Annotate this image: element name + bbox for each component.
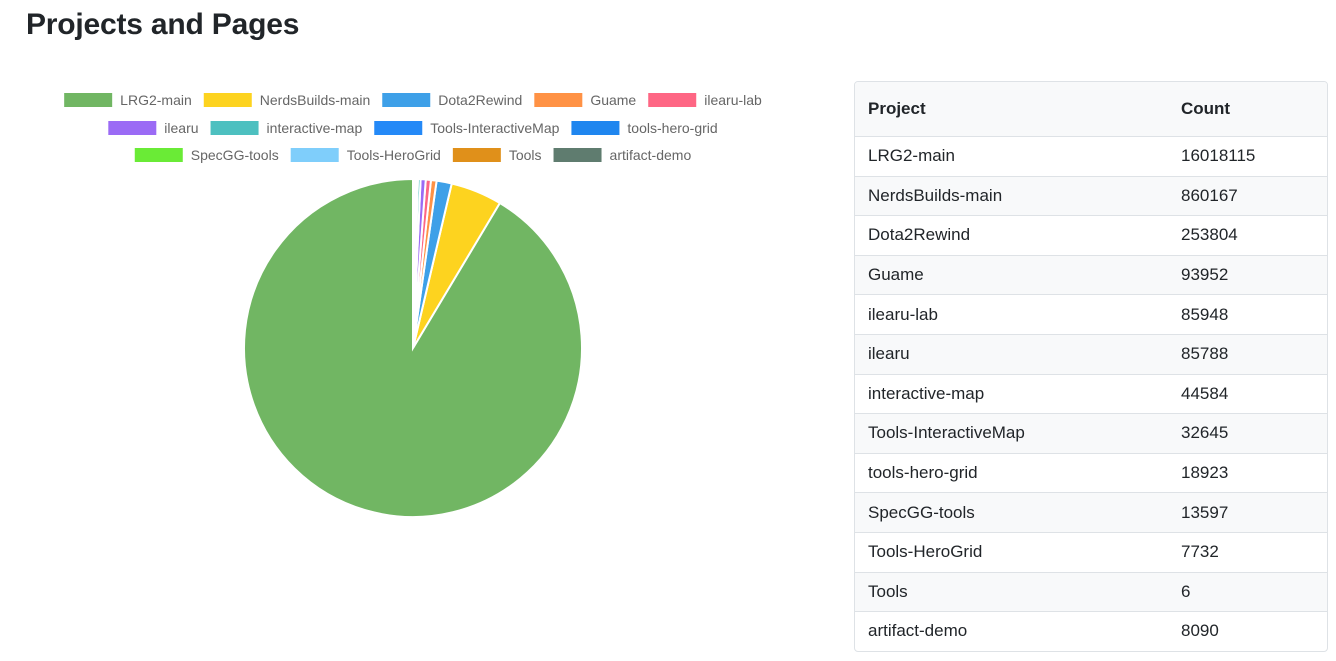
legend-label: Tools-InteractiveMap <box>430 120 559 136</box>
table-row: Tools-HeroGrid 7732 <box>855 532 1327 573</box>
table-row: LRG2-main 16018115 <box>855 136 1327 177</box>
legend-swatch <box>534 93 583 107</box>
legend-item-tools-interactivemap[interactable]: Tools-InteractiveMap <box>374 120 560 136</box>
table-header-row: Project Count <box>855 82 1327 137</box>
project-cell: Guame <box>855 255 1168 296</box>
legend-item-lrg2-main[interactable]: LRG2-main <box>64 92 192 108</box>
legend-swatch <box>553 148 602 162</box>
legend-label: NerdsBuilds-main <box>260 92 370 108</box>
table-row: ilearu-lab 85948 <box>855 294 1327 335</box>
legend-label: LRG2-main <box>120 92 192 108</box>
chart-legend: LRG2-main NerdsBuilds-main Dota2Rewind Guam… <box>64 92 762 163</box>
count-cell: 16018115 <box>1168 136 1327 177</box>
legend-label: Guame <box>590 92 636 108</box>
count-cell: 18923 <box>1168 453 1327 494</box>
project-cell: SpecGG-tools <box>855 492 1168 533</box>
table-row: Tools-InteractiveMap 32645 <box>855 413 1327 454</box>
project-cell: NerdsBuilds-main <box>855 176 1168 217</box>
projects-table-card: Project Count LRG2-main 16018115 NerdsBui… <box>854 81 1328 652</box>
legend-swatch <box>203 93 252 107</box>
legend-swatch <box>290 148 339 162</box>
count-cell: 6 <box>1168 572 1327 613</box>
count-cell: 85948 <box>1168 294 1327 335</box>
table-row: ilearu 85788 <box>855 334 1327 375</box>
legend-item-specgg-tools[interactable]: SpecGG-tools <box>134 147 279 163</box>
legend-label: ilearu <box>164 120 198 136</box>
legend-item-ilearu[interactable]: ilearu <box>108 120 199 136</box>
legend-swatch <box>134 148 183 162</box>
legend-label: SpecGG-tools <box>191 147 279 163</box>
project-cell: ilearu-lab <box>855 294 1168 335</box>
header-count: Count <box>1168 82 1327 137</box>
legend-label: ilearu-lab <box>704 92 762 108</box>
count-cell: 253804 <box>1168 215 1327 256</box>
legend-label: Dota2Rewind <box>438 92 522 108</box>
legend-label: Tools-HeroGrid <box>347 147 441 163</box>
legend-label: Tools <box>509 147 542 163</box>
header-project: Project <box>855 82 1168 137</box>
count-cell: 13597 <box>1168 492 1327 533</box>
legend-swatch <box>64 93 113 107</box>
legend-item-guame[interactable]: Guame <box>534 92 636 108</box>
legend-label: tools-hero-grid <box>627 120 717 136</box>
legend-item-dota2rewind[interactable]: Dota2Rewind <box>382 92 522 108</box>
table-row: SpecGG-tools 13597 <box>855 492 1327 533</box>
legend-swatch <box>452 148 501 162</box>
project-cell: Tools-HeroGrid <box>855 532 1168 573</box>
legend-swatch <box>374 121 423 135</box>
table-row: NerdsBuilds-main 860167 <box>855 176 1327 217</box>
count-cell: 44584 <box>1168 374 1327 415</box>
pie-chart-svg: LRG2-main NerdsBuilds-main Dota2Rewind Guam… <box>64 92 762 518</box>
count-cell: 32645 <box>1168 413 1327 454</box>
project-cell: artifact-demo <box>868 621 968 641</box>
project-cell: tools-hero-grid <box>855 453 1168 494</box>
legend-item-ilearu-lab[interactable]: ilearu-lab <box>648 92 762 108</box>
project-cell: Dota2Rewind <box>855 215 1168 256</box>
page-title: Projects and Pages <box>26 8 300 41</box>
legend-item-tools-hero-grid[interactable]: tools-hero-grid <box>571 120 718 136</box>
pie-chart: LRG2-main NerdsBuilds-main Dota2Rewind Guam… <box>0 80 830 530</box>
project-cell: LRG2-main <box>855 136 1168 177</box>
table-row: Guame 93952 <box>855 255 1327 296</box>
legend-label: interactive-map <box>267 120 363 136</box>
pie-slices <box>243 177 583 518</box>
count-cell: 8090 <box>1181 621 1219 641</box>
project-cell: ilearu <box>855 334 1168 375</box>
table-row: tools-hero-grid 18923 <box>855 453 1327 494</box>
legend-item-artifact-demo[interactable]: artifact-demo <box>553 147 692 163</box>
legend-swatch <box>382 93 431 107</box>
project-cell: Tools-InteractiveMap <box>855 413 1168 454</box>
table-row: interactive-map 44584 <box>855 374 1327 415</box>
project-cell: Tools <box>855 572 1168 613</box>
legend-swatch <box>210 121 259 135</box>
legend-swatch <box>571 121 620 135</box>
table-row: Dota2Rewind 253804 <box>855 215 1327 256</box>
count-cell: 85788 <box>1168 334 1327 375</box>
legend-item-nerdsbuilds-main[interactable]: NerdsBuilds-main <box>203 92 370 108</box>
legend-swatch <box>648 93 697 107</box>
legend-swatch <box>108 121 157 135</box>
count-cell: 93952 <box>1168 255 1327 296</box>
legend-label: artifact-demo <box>610 147 692 163</box>
table-row: artifact-demo 8090 <box>855 612 1327 651</box>
table-row: Tools 6 <box>855 572 1327 613</box>
count-cell: 860167 <box>1168 176 1327 217</box>
projects-table: Project Count LRG2-main 16018115 NerdsBui… <box>855 82 1327 651</box>
legend-item-interactive-map[interactable]: interactive-map <box>210 120 363 136</box>
count-cell: 7732 <box>1168 532 1327 573</box>
legend-item-tools[interactable]: Tools <box>452 147 542 163</box>
project-cell: interactive-map <box>855 374 1168 415</box>
legend-item-tools-herogrid[interactable]: Tools-HeroGrid <box>290 147 441 163</box>
